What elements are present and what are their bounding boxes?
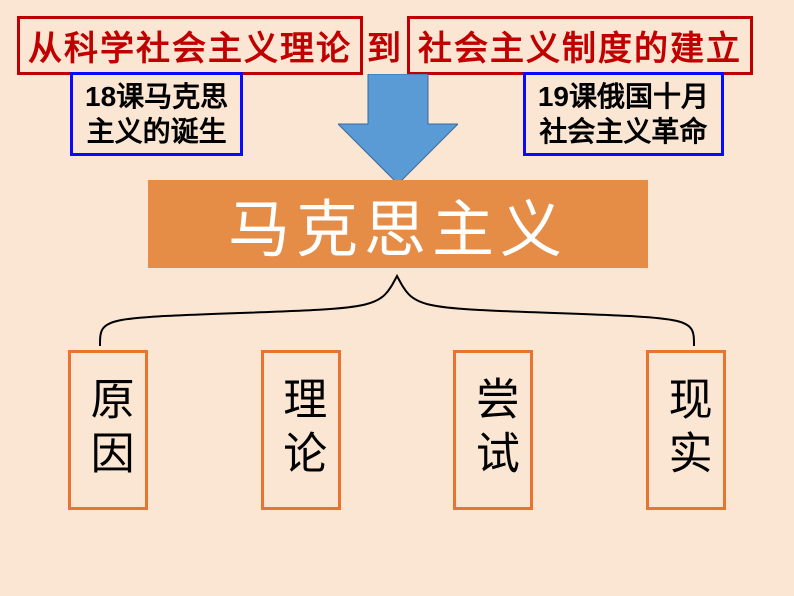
leaf-row: 原因 理论 尝试 现实 [60, 350, 734, 510]
title-join-text: 到 [363, 21, 407, 70]
leaf-box-reality: 现实 [646, 350, 726, 510]
title-row: 从科学社会主义理论 到 社会主义制度的建立 [17, 16, 753, 75]
title-right-box: 社会主义制度的建立 [407, 16, 753, 75]
diagram-page: 从科学社会主义理论 到 社会主义制度的建立 18课马克思主义的诞生 19课俄国十… [0, 0, 794, 596]
brace-icon [60, 268, 734, 348]
subtitle-right-box: 19课俄国十月社会主义革命 [523, 72, 724, 156]
title-left-box: 从科学社会主义理论 [17, 16, 363, 75]
brace-path [100, 276, 694, 346]
arrow-shape [338, 74, 458, 184]
down-arrow [338, 74, 458, 184]
brace-connector [60, 268, 734, 348]
main-concept-box: 马克思主义 [148, 180, 648, 268]
leaf-box-attempt: 尝试 [453, 350, 533, 510]
arrow-icon [338, 74, 458, 184]
subtitle-left-box: 18课马克思主义的诞生 [70, 72, 243, 156]
leaf-box-cause: 原因 [68, 350, 148, 510]
leaf-box-theory: 理论 [261, 350, 341, 510]
